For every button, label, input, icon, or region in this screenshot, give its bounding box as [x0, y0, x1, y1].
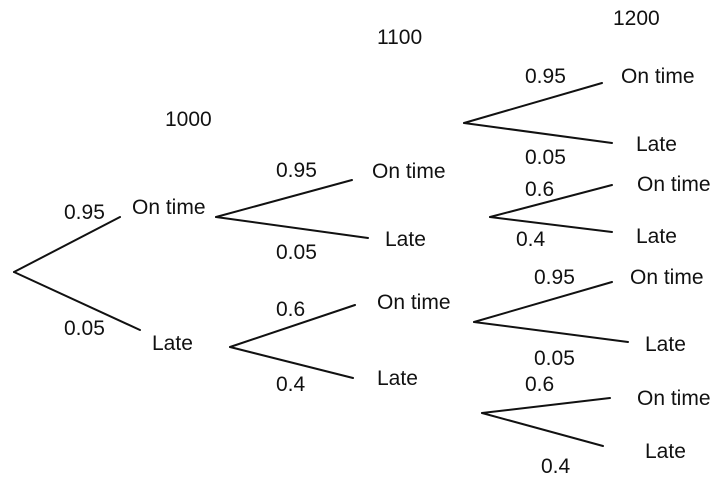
- prob-l1late-late: 0.4: [276, 373, 306, 396]
- node-l2-on-time-b: On time: [377, 291, 451, 314]
- edge-3d-late: [482, 413, 603, 446]
- time-label-1100: 1100: [377, 26, 422, 49]
- edge-3b-late: [490, 217, 612, 232]
- prob-3c-late: 0.05: [534, 347, 575, 370]
- time-label-1200: 1200: [613, 7, 660, 30]
- edge-3a-late: [464, 123, 612, 143]
- edge-3c-late: [474, 322, 628, 342]
- prob-root-on-time: 0.95: [64, 201, 105, 224]
- node-3b-on-time: On time: [637, 173, 711, 196]
- edge-3d-on-time: [482, 398, 610, 413]
- prob-l1late-on-time: 0.6: [276, 298, 305, 321]
- node-3d-on-time: On time: [637, 387, 711, 410]
- prob-3c-on-time: 0.95: [534, 266, 575, 289]
- prob-3a-on-time: 0.95: [525, 65, 566, 88]
- node-l1-on-time: On time: [132, 196, 206, 219]
- node-3c-on-time: On time: [630, 266, 704, 289]
- prob-3b-late: 0.4: [516, 228, 546, 251]
- prob-root-late: 0.05: [64, 317, 105, 340]
- prob-3a-late: 0.05: [525, 146, 566, 169]
- edge-3a-on-time: [464, 83, 602, 123]
- node-3c-late: Late: [645, 333, 686, 356]
- node-l2-late-a: Late: [385, 228, 426, 251]
- edge-l1on-late: [216, 217, 368, 238]
- node-3a-late: Late: [636, 133, 677, 156]
- prob-l1on-late: 0.05: [276, 241, 317, 264]
- node-3a-on-time: On time: [621, 65, 695, 88]
- node-l1-late: Late: [152, 332, 193, 355]
- edge-l1on-on-time: [216, 180, 352, 217]
- prob-3d-on-time: 0.6: [525, 373, 554, 396]
- node-3b-late: Late: [636, 225, 677, 248]
- time-label-1000: 1000: [165, 108, 212, 131]
- prob-3d-late: 0.4: [541, 455, 571, 478]
- node-3d-late: Late: [645, 440, 686, 463]
- prob-3b-on-time: 0.6: [525, 178, 554, 201]
- edge-root-on-time: [14, 217, 120, 272]
- prob-l1on-on-time: 0.95: [276, 159, 317, 182]
- node-l2-late-b: Late: [377, 367, 418, 390]
- node-l2-on-time-a: On time: [372, 160, 446, 183]
